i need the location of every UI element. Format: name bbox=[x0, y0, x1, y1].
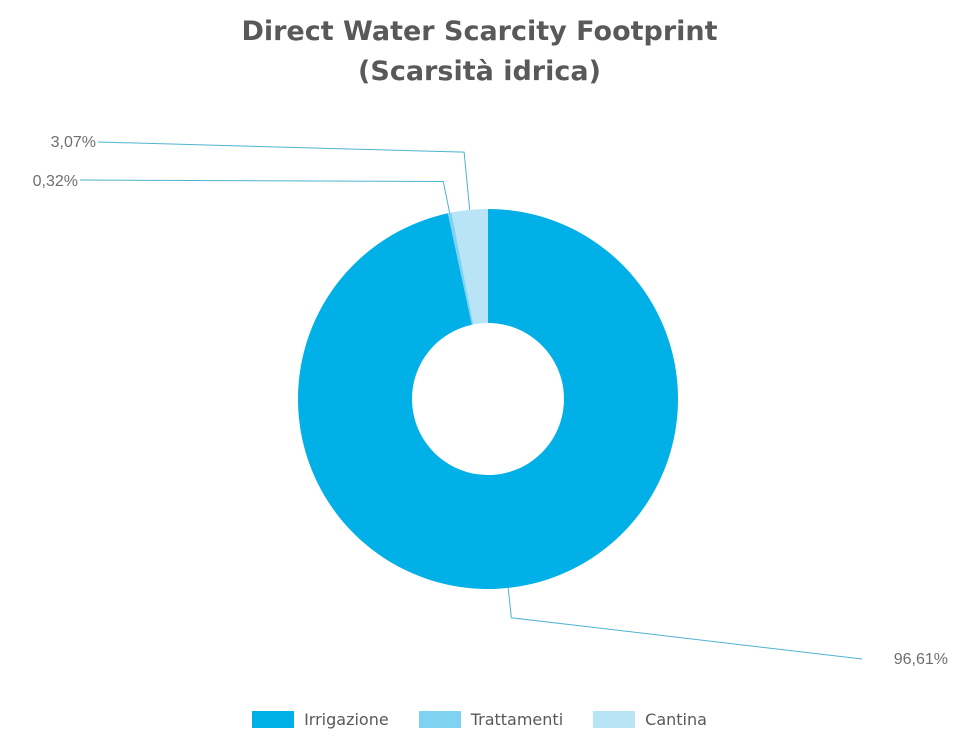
leader-line-irrigazione bbox=[507, 587, 863, 660]
legend: Irrigazione Trattamenti Cantina bbox=[0, 710, 959, 729]
legend-label-cantina: Cantina bbox=[645, 710, 707, 729]
chart-title-line-1: Direct Water Scarcity Footprint bbox=[241, 16, 718, 47]
legend-item-cantina[interactable]: Cantina bbox=[593, 710, 707, 729]
chart-title: Direct Water Scarcity Footprint (Scarsit… bbox=[0, 12, 959, 92]
data-label-cantina: 3,07% bbox=[51, 134, 96, 151]
leader-lines bbox=[79, 141, 863, 660]
data-label-irrigazione: 96,61% bbox=[894, 651, 948, 668]
data-label-trattamenti: 0,32% bbox=[33, 173, 78, 190]
data-labels: 96,61% 0,32% 3,07% bbox=[33, 134, 948, 668]
legend-item-trattamenti[interactable]: Trattamenti bbox=[418, 710, 564, 729]
legend-swatch-cantina bbox=[593, 711, 636, 728]
leader-line-trattamenti bbox=[79, 179, 451, 214]
legend-label-irrigazione: Irrigazione bbox=[304, 710, 389, 729]
slice-trattamenti[interactable] bbox=[447, 212, 474, 325]
slice-cantina[interactable] bbox=[451, 209, 488, 325]
legend-swatch-trattamenti bbox=[418, 711, 461, 728]
legend-label-trattamenti: Trattamenti bbox=[470, 710, 564, 729]
donut-slices bbox=[298, 208, 679, 589]
chart-title-line-2: (Scarsità idrica) bbox=[358, 56, 601, 87]
slice-irrigazione[interactable] bbox=[298, 208, 679, 589]
legend-item-irrigazione[interactable]: Irrigazione bbox=[252, 710, 389, 729]
leader-line-cantina bbox=[97, 141, 471, 210]
legend-swatch-irrigazione bbox=[252, 711, 295, 728]
